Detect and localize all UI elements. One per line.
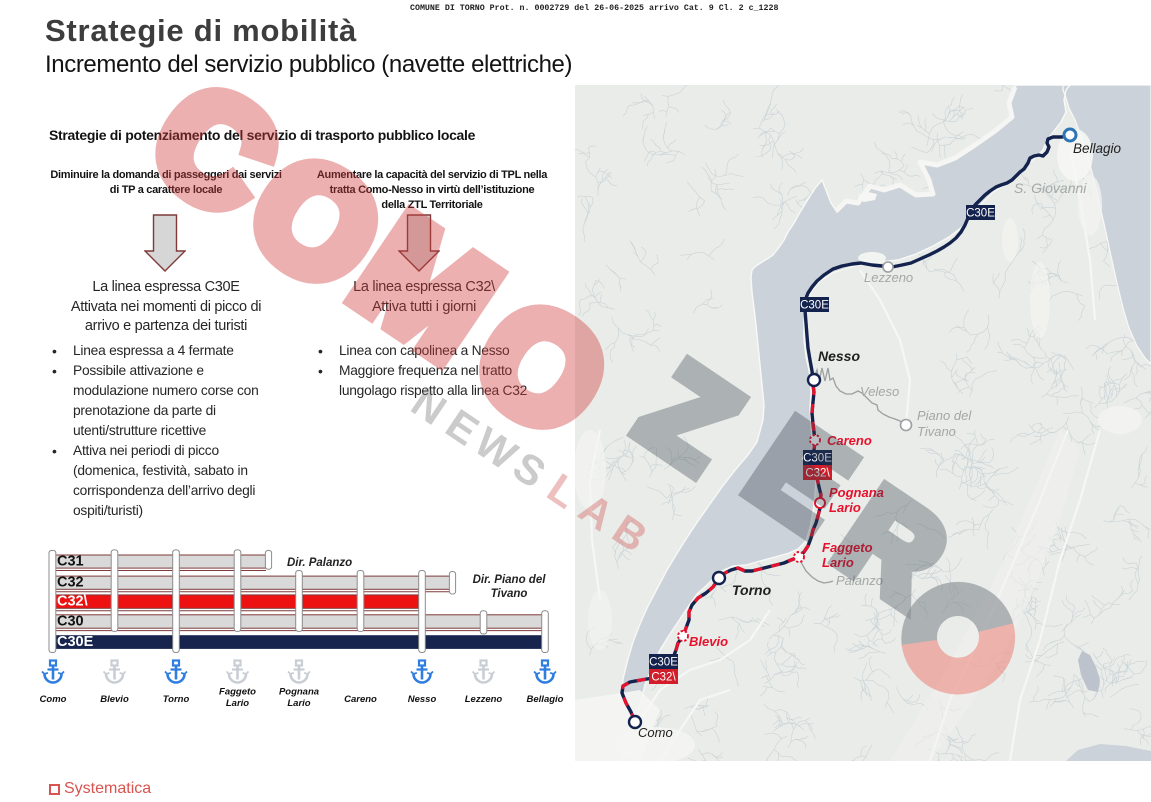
- svg-text:C31: C31: [57, 554, 84, 570]
- svg-text:C30E: C30E: [966, 208, 995, 220]
- svg-text:C32\: C32\: [57, 594, 88, 610]
- svg-text:Bellagio: Bellagio: [1073, 141, 1122, 156]
- svg-text:Lario: Lario: [226, 698, 249, 709]
- svg-text:S: S: [505, 442, 555, 497]
- svg-text:C30E: C30E: [57, 634, 94, 650]
- svg-text:Nesso: Nesso: [408, 694, 437, 705]
- svg-text:Lario: Lario: [287, 698, 310, 709]
- svg-text:Careno: Careno: [827, 433, 872, 448]
- svg-text:Como: Como: [40, 694, 67, 705]
- svg-text:Lezzeno: Lezzeno: [465, 694, 503, 705]
- svg-text:S. Giovanni: S. Giovanni: [1014, 180, 1087, 196]
- svg-text:Dir. Palanzo: Dir. Palanzo: [287, 557, 352, 569]
- svg-text:Blevio: Blevio: [100, 694, 129, 705]
- svg-text:Tivano: Tivano: [917, 424, 956, 439]
- svg-text:Veleso: Veleso: [860, 384, 899, 399]
- svg-text:C32\: C32\: [651, 672, 676, 684]
- svg-text:Faggeto: Faggeto: [219, 687, 256, 698]
- svg-text:E: E: [438, 400, 488, 455]
- svg-text:Lezzeno: Lezzeno: [864, 270, 913, 285]
- svg-text:C32: C32: [57, 575, 84, 591]
- svg-text:Blevio: Blevio: [689, 634, 728, 649]
- svg-text:W: W: [466, 418, 525, 479]
- svg-text:Como: Como: [638, 725, 673, 740]
- svg-text:C30E: C30E: [800, 300, 829, 312]
- svg-text:Bellagio: Bellagio: [527, 694, 564, 705]
- svg-text:Dir. Piano del: Dir. Piano del: [473, 574, 547, 586]
- svg-text:Lario: Lario: [822, 555, 854, 570]
- svg-text:Torno: Torno: [732, 582, 772, 598]
- svg-text:Pognana: Pognana: [279, 687, 319, 698]
- svg-text:Piano del: Piano del: [917, 408, 972, 423]
- svg-text:Lario: Lario: [829, 500, 861, 515]
- svg-text:Torno: Torno: [163, 694, 190, 705]
- svg-text:C30: C30: [57, 614, 84, 630]
- svg-text:C32\: C32\: [805, 468, 830, 480]
- svg-text:Palanzo: Palanzo: [836, 573, 883, 588]
- svg-text:C30E: C30E: [803, 453, 832, 465]
- svg-text:Faggeto: Faggeto: [822, 540, 873, 555]
- svg-text:Pognana: Pognana: [829, 485, 884, 500]
- svg-text:Tivano: Tivano: [491, 588, 528, 600]
- svg-text:Careno: Careno: [344, 694, 377, 705]
- svg-text:Nesso: Nesso: [818, 348, 860, 364]
- svg-text:C30E: C30E: [649, 657, 678, 669]
